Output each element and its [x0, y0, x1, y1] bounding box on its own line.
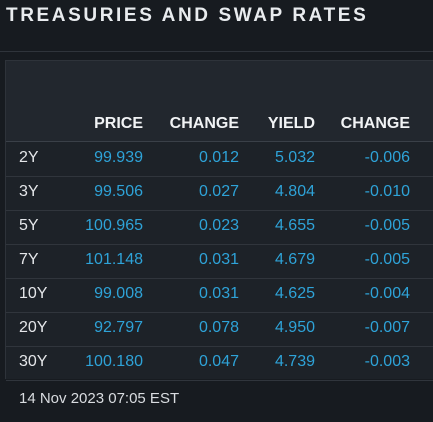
table-header: PRICE CHANGE YIELD CHANGE	[6, 61, 433, 142]
price-cell: 92.797	[94, 319, 143, 336]
tenor-cell: 2Y	[19, 149, 39, 166]
yield-change-cell: -0.003	[364, 353, 410, 370]
tenor-cell: 30Y	[19, 353, 48, 370]
price-cell: 100.180	[85, 353, 143, 370]
yield-change-cell: -0.004	[364, 285, 410, 302]
title-divider	[0, 51, 433, 52]
table-row: 3Y 99.506 0.027 4.804 -0.010	[6, 176, 433, 211]
yield-cell: 4.804	[274, 183, 315, 200]
tenor-cell: 5Y	[19, 217, 39, 234]
price-change-cell: 0.031	[198, 285, 239, 302]
price-change-cell: 0.012	[198, 149, 239, 166]
price-cell: 99.939	[94, 149, 143, 166]
tenor-cell: 10Y	[19, 285, 48, 302]
yield-cell: 4.679	[274, 251, 315, 268]
yield-change-cell: -0.006	[364, 149, 410, 166]
price-change-cell: 0.031	[198, 251, 239, 268]
yield-change-cell: -0.005	[364, 251, 410, 268]
price-change-cell: 0.078	[198, 319, 239, 336]
yield-change-cell: -0.007	[364, 319, 410, 336]
tenor-cell: 7Y	[19, 251, 39, 268]
col-header-yield: YIELD	[267, 115, 315, 132]
table-row: 5Y 100.965 0.023 4.655 -0.005	[6, 210, 433, 245]
yield-cell: 4.739	[274, 353, 315, 370]
widget-title: TREASURIES AND SWAP RATES	[6, 5, 369, 26]
col-header-yield-change: CHANGE	[340, 115, 410, 132]
yield-cell: 5.032	[274, 149, 315, 166]
yield-cell: 4.655	[274, 217, 315, 234]
col-header-price: PRICE	[94, 115, 143, 132]
timestamp: 14 Nov 2023 07:05 EST	[19, 390, 180, 407]
price-change-cell: 0.047	[198, 353, 239, 370]
table-row: 10Y 99.008 0.031 4.625 -0.004	[6, 278, 433, 313]
yield-change-cell: -0.005	[364, 217, 410, 234]
price-change-cell: 0.027	[198, 183, 239, 200]
tenor-cell: 3Y	[19, 183, 39, 200]
tenor-cell: 20Y	[19, 319, 48, 336]
yield-cell: 4.625	[274, 285, 315, 302]
price-change-cell: 0.023	[198, 217, 239, 234]
yield-change-cell: -0.010	[364, 183, 410, 200]
table-row: 20Y 92.797 0.078 4.950 -0.007	[6, 312, 433, 347]
yield-cell: 4.950	[274, 319, 315, 336]
table-row: 30Y 100.180 0.047 4.739 -0.003	[6, 346, 433, 381]
rates-table: PRICE CHANGE YIELD CHANGE 2Y 99.939 0.012 5…	[5, 60, 433, 381]
price-cell: 99.008	[94, 285, 143, 302]
table-row: 2Y 99.939 0.012 5.032 -0.006	[6, 142, 433, 177]
price-cell: 100.965	[85, 217, 143, 234]
price-cell: 99.506	[94, 183, 143, 200]
price-cell: 101.148	[85, 251, 143, 268]
col-header-price-change: CHANGE	[169, 115, 239, 132]
table-row: 7Y 101.148 0.031 4.679 -0.005	[6, 244, 433, 279]
